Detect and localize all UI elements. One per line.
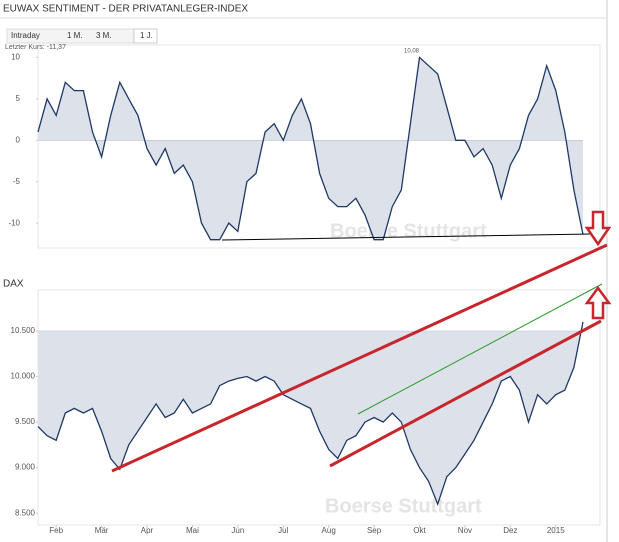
x-tick-label: Mär	[95, 526, 109, 535]
tab[interactable]: Intraday	[11, 31, 40, 40]
watermark: Boerse Stuttgart	[325, 495, 482, 517]
y-tick-label: 8.500	[15, 508, 36, 517]
x-tick-label: 2015	[547, 526, 565, 535]
x-tick-label: Mai	[186, 526, 199, 535]
y-tick-label: -10	[8, 218, 20, 227]
area	[38, 321, 583, 505]
y-tick-label: 10.000	[11, 372, 36, 381]
chart-title: DAX	[3, 279, 24, 290]
x-tick-label: Jun	[231, 526, 244, 535]
arrow-up	[584, 285, 612, 320]
x-tick-label: Apr	[141, 526, 154, 535]
plot-frame	[37, 44, 601, 249]
y-tick-label: 5	[16, 94, 21, 103]
support-line	[221, 233, 591, 241]
trend-line-green	[357, 283, 603, 415]
y-tick-label: 10	[11, 53, 20, 62]
annotation: Letzter Kurs: -11,37	[5, 44, 66, 51]
x-tick-label: Feb	[49, 526, 63, 535]
line	[37, 56, 584, 241]
x-tick-label: Dez	[503, 526, 517, 535]
page-title: EUWAX SENTIMENT - DER PRIVATANLEGER-INDE…	[3, 4, 248, 15]
trend-line	[329, 319, 602, 468]
tab[interactable]: 3 M.	[96, 31, 112, 40]
y-tick-label: 0	[16, 135, 21, 144]
x-tick-label: Okt	[413, 526, 426, 535]
x-tick-label: Nov	[458, 526, 472, 535]
tab[interactable]: 1 M.	[67, 31, 83, 40]
x-tick-label: Aug	[322, 526, 336, 535]
trend-line	[111, 243, 608, 473]
arrow-down	[584, 210, 612, 247]
y-tick-label: 10.500	[11, 326, 36, 335]
y-tick-label: -5	[13, 177, 21, 186]
x-tick-label: Sep	[367, 526, 382, 535]
tab-active	[133, 28, 158, 44]
annotation: 10,08	[404, 49, 420, 55]
y-tick-label: 9.500	[15, 417, 36, 426]
x-tick-label: Jul	[278, 526, 288, 535]
line	[37, 321, 584, 506]
y-tick-label: 9.000	[15, 463, 36, 472]
tab[interactable]: 1 J.	[140, 31, 153, 40]
watermark: Boerse Stuttgart	[330, 220, 487, 242]
